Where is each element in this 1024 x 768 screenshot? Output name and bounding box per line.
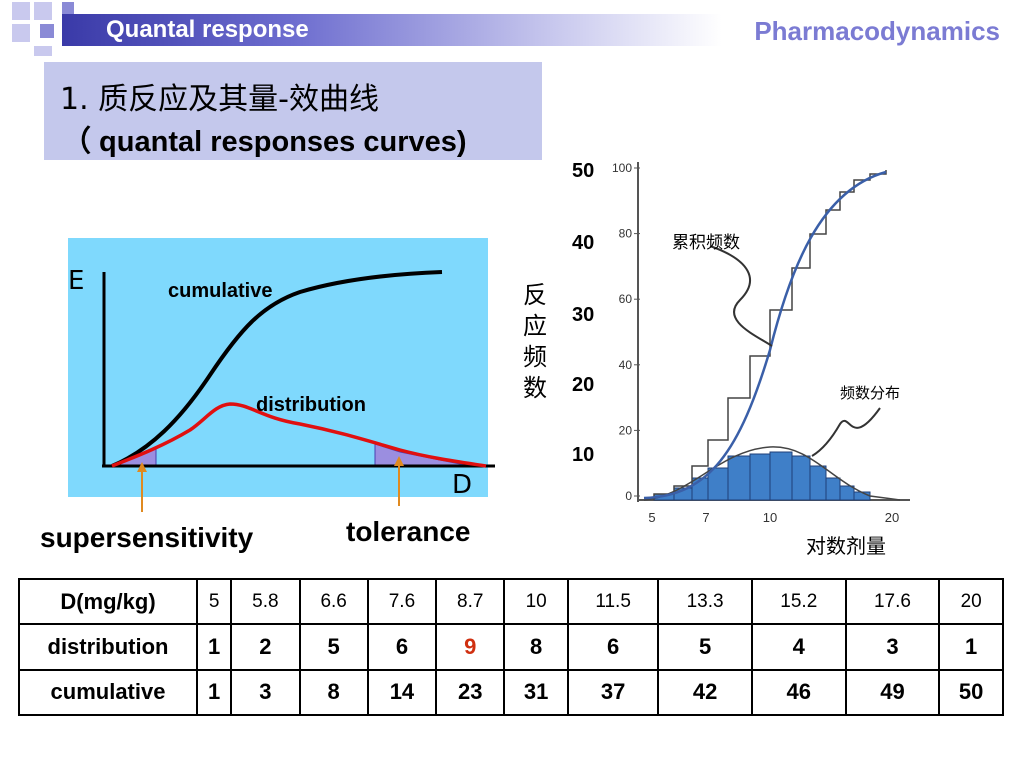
inner-tick-label: 20 [619,423,633,437]
table-cell: 46 [750,668,847,717]
cumulative-curve-fit [643,170,887,500]
inner-tick-label: 80 [619,227,633,241]
dose-response-table: D(mg/kg) 5 5.8 6.6 7.6 8.7 10 11.5 13.3 15.2 17.6 2… [18,577,1004,717]
table-row: distribution 1 2 5 6 9 8 6 5 4 3 1 [18,623,1004,671]
cumulative-label: cumulative [168,280,273,302]
table-cell: 1 [938,623,1004,671]
row-label-cell: D(mg/kg) [18,577,198,626]
dist-bar [853,491,871,501]
distribution-curve [111,402,487,468]
supersensitivity-label: supersensitivity [40,522,254,553]
supersensitivity-arrowhead [137,462,147,472]
left-tick: 10 [572,444,595,466]
inner-tick-label: 100 [612,161,632,175]
table-row: cumulative 1 3 8 14 23 31 37 42 46 49 50 [18,668,1004,717]
x-tick-label: 5 [648,510,655,525]
x-tick-label: 20 [885,510,899,525]
distribution-label: distribution [256,394,366,416]
table-cell: 42 [657,668,753,717]
heading-english: （ quantal responses curves) [62,126,467,158]
table-cell: 37 [566,668,660,717]
table-cell: 6.6 [298,577,369,626]
dist-bar [839,485,855,501]
dist-bar [727,455,751,501]
table-cell: 50 [938,668,1004,717]
histogram-figure: 100 80 60 40 20 0 5 7 10 20 [612,161,910,525]
tolerance-label: tolerance [346,516,471,547]
table-header-row: D(mg/kg) 5 5.8 6.6 7.6 8.7 10 11.5 13.3 15.2 17.6 2… [18,577,1004,626]
histogram-xlabel: 对数剂量 [806,534,886,558]
table-cell: 10 [503,577,569,626]
inner-tick-label: 40 [619,358,633,372]
cumulative-pointer [709,245,773,347]
dist-bar [825,477,841,501]
table-cell: 3 [844,623,941,671]
dist-bar [749,453,771,501]
left-tick: 50 [572,160,595,182]
table-cell: 15.2 [750,577,847,626]
table-cell: 17.6 [844,577,941,626]
dist-bar [809,465,827,501]
table-cell: 9 [435,623,506,671]
cumulative-curve [111,270,443,468]
table-cell: 8 [503,623,569,671]
table-cell: 49 [844,668,941,717]
left-tick: 30 [572,304,595,326]
table-cell: 1 [195,623,233,671]
heading-chinese: 1. 质反应及其量-效曲线 [60,82,379,117]
dist-bar [769,451,793,501]
histogram-ylabel: 反应频数 [523,281,547,402]
hist-cumulative-label: 累积频数 [672,233,740,253]
inner-tick-label: 0 [625,489,632,503]
table-cell: 5.8 [230,577,301,626]
distribution-curve-fit [643,446,901,501]
table-cell: 3 [230,668,301,717]
table-cell: 5 [298,623,369,671]
histogram-x-ticks: 5 7 10 20 [648,510,899,525]
x-axis-label: D [452,470,473,500]
table-cell: 5 [195,577,233,626]
x-tick-label: 7 [702,510,709,525]
heading-box [44,62,542,160]
table-cell: 5 [657,623,753,671]
row-label-cell: cumulative [18,668,198,717]
distribution-bars [653,451,871,501]
table-cell: 20 [938,577,1004,626]
table-cell: 31 [503,668,569,717]
y-axis-label: E [68,266,85,296]
tolerance-arrowhead [394,456,404,466]
table-cell: 23 [435,668,506,717]
title-bar: Quantal response [62,14,722,46]
table-cell: 8.7 [435,577,506,626]
course-name: Pharmacodynamics [754,16,1000,46]
table-cell: 13.3 [657,577,753,626]
inner-tick-label: 60 [619,292,633,306]
table-cell: 11.5 [566,577,660,626]
left-tick: 40 [572,232,595,254]
row-label-cell: distribution [18,623,198,671]
cumulative-steps [653,170,887,500]
slide-title: Quantal response [106,16,309,43]
table-cell: 8 [298,668,369,717]
table-cell: 6 [566,623,660,671]
table-cell: 7.6 [366,577,438,626]
left-tick: 20 [572,374,595,396]
x-tick-label: 10 [763,510,777,525]
table-cell: 1 [195,668,233,717]
table-cell: 14 [366,668,438,717]
table-cell: 6 [366,623,438,671]
hist-distribution-label: 频数分布 [840,384,901,402]
dist-bar [791,455,811,501]
table-cell: 4 [750,623,847,671]
distribution-pointer [811,407,881,457]
histogram-inner-ticks: 100 80 60 40 20 0 [612,161,640,503]
table-cell: 2 [230,623,301,671]
